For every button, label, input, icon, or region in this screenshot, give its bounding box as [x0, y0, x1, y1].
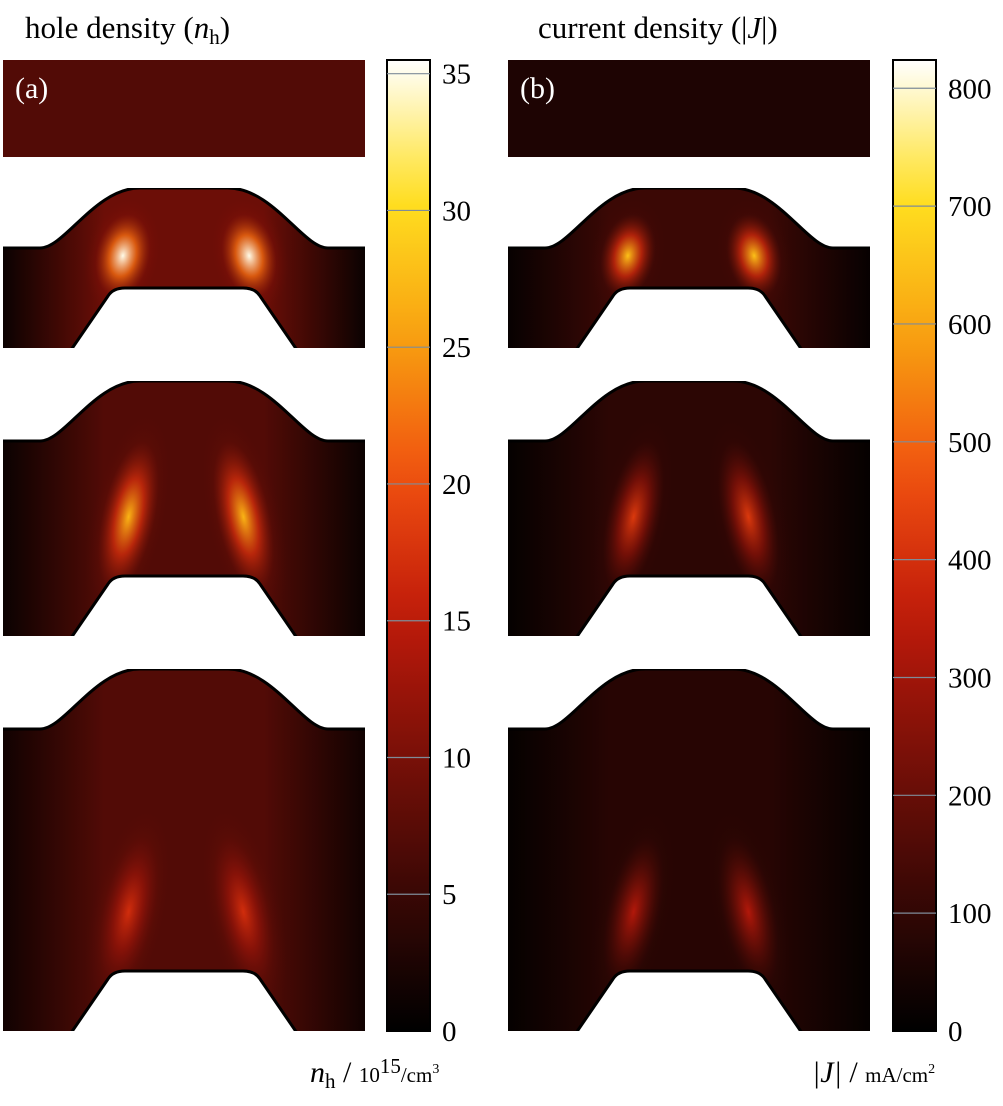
- right-colorbar-label: |J| / mA/cm2: [812, 1056, 935, 1089]
- heatmap-panel-f: (f): [508, 381, 870, 636]
- heatmap-panel-b: (b): [508, 60, 870, 157]
- heatmap-base: [508, 60, 870, 157]
- right-column-title: current density (|J|): [538, 10, 778, 45]
- heatmap-panel-h: (h): [508, 669, 870, 1031]
- top-electrode-region: [508, 188, 870, 250]
- colorbar-tick-label: 0: [948, 1016, 963, 1048]
- colorbar-tick-label: 0: [442, 1016, 457, 1048]
- colorbar-tick-label: 800: [948, 73, 992, 105]
- hotspot: [84, 408, 173, 625]
- panel-label: (a): [15, 72, 48, 105]
- bottom-electrode-region: [70, 286, 298, 348]
- hotspot: [589, 803, 678, 1020]
- bottom-electrode-region: [70, 969, 298, 1031]
- colorbar-tick-label: 35: [442, 59, 471, 91]
- top-electrode-region: [3, 669, 365, 731]
- heatmap-panel-g: (g): [3, 669, 365, 1031]
- colorbar-tick-label: 500: [948, 427, 992, 459]
- hotspot: [84, 803, 173, 1020]
- colorbar-tick-label: 100: [948, 898, 992, 930]
- hotspot: [588, 196, 668, 315]
- panel-label: (g): [15, 681, 50, 714]
- colorbar-tick-label: 700: [948, 191, 992, 223]
- hotspot: [209, 196, 289, 315]
- bottom-electrode-region: [575, 286, 803, 348]
- colorbar-tick-label: 5: [442, 879, 457, 911]
- heatmap-panel-e: (e): [3, 381, 365, 636]
- hotspot: [199, 408, 288, 625]
- colorbar-tick-label: 15: [442, 606, 471, 638]
- hotspot: [199, 803, 288, 1020]
- panel-label: (h): [520, 681, 555, 714]
- bottom-electrode-region: [575, 574, 803, 636]
- bottom-electrode-region: [70, 574, 298, 636]
- hotspot: [704, 408, 793, 625]
- bottom-electrode-region: [575, 969, 803, 1031]
- left-colorbar: 0 5 10 15 20 25 30 35: [386, 59, 471, 1048]
- colorbar-gradient: [386, 59, 431, 1032]
- top-electrode-region: [508, 669, 870, 731]
- top-electrode-region: [3, 381, 365, 443]
- colorbar-tick-label: 600: [948, 309, 992, 341]
- colorbar-gradient: [892, 59, 937, 1032]
- panel-label: (d): [520, 200, 555, 233]
- colorbar-tick-label: 20: [442, 469, 471, 501]
- colorbar-tick-label: 400: [948, 545, 992, 577]
- heatmap-panel-c: (c): [3, 188, 365, 348]
- colorbar-tick-label: 10: [442, 742, 471, 774]
- hotspot: [589, 408, 678, 625]
- panel-label: (e): [15, 393, 48, 426]
- colorbar-tick-label: 25: [442, 332, 471, 364]
- top-electrode-region: [3, 188, 365, 250]
- heatmap-panel-d: (d): [508, 188, 870, 348]
- hotspot: [83, 196, 163, 315]
- hotspot: [714, 196, 794, 315]
- colorbar-tick-label: 200: [948, 780, 992, 812]
- left-column-title: hole density (nh): [25, 10, 230, 49]
- top-electrode-region: [508, 381, 870, 443]
- hotspot: [704, 803, 793, 1020]
- left-colorbar-label: nh / 1015/cm3: [310, 1054, 439, 1093]
- colorbar-tick-label: 30: [442, 195, 471, 227]
- colorbar-tick-label: 300: [948, 662, 992, 694]
- panel-label: (c): [15, 200, 48, 233]
- panel-label: (b): [520, 72, 555, 105]
- panel-label: (f): [520, 393, 550, 426]
- heatmap-base: [3, 60, 365, 157]
- heatmap-panel-a: (a): [3, 60, 365, 157]
- right-colorbar: 0 100 200 300 400 500 600 700 800: [892, 59, 992, 1048]
